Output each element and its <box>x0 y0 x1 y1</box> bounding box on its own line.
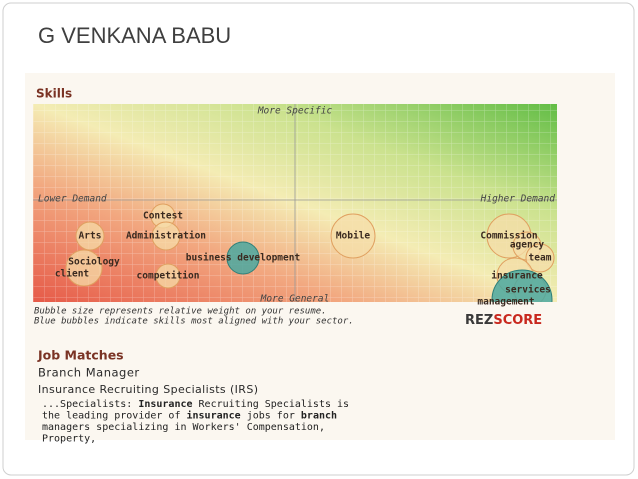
bubble <box>75 221 105 251</box>
bubble-label: team <box>529 253 552 264</box>
description-segment: Recruiting Specialists is <box>193 399 350 410</box>
description-segment: Property, <box>42 434 96 445</box>
description: ...Specialists: Insurance Recruiting Spe… <box>42 399 349 445</box>
bubble <box>155 263 181 289</box>
note: Bubble size represents relative weight o… <box>34 307 327 317</box>
bubble <box>330 213 376 259</box>
description-segment: ...Specialists: <box>42 399 138 410</box>
logo: REZSCORE <box>465 313 542 328</box>
bubble-label: client <box>55 269 89 280</box>
bubble-label: insurance <box>491 271 543 282</box>
skills-plot <box>33 104 557 302</box>
bubble-label: competition <box>137 271 200 282</box>
description-segment: insurance <box>187 410 241 422</box>
logo-part: SCORE <box>493 313 542 328</box>
bubble-label: agency <box>510 240 545 251</box>
axis-label: Lower Demand <box>38 194 107 205</box>
bubble <box>525 243 555 273</box>
bubble-label: business development <box>186 253 300 264</box>
description-line: Property, <box>42 434 96 445</box>
description-segment: Insurance <box>138 399 192 410</box>
description-segment: jobs for <box>241 411 301 422</box>
description-segment: managers specializing in Workers' Compen… <box>42 422 325 433</box>
skills-heading: Skills <box>36 87 72 101</box>
bubble-label: Contest <box>143 211 183 222</box>
job-matches-heading: Job Matches <box>37 348 124 363</box>
description-line: the leading provider of insurance jobs f… <box>42 410 337 422</box>
bubble <box>151 221 181 251</box>
description-segment: the leading provider of <box>42 411 187 422</box>
logo-part: REZ <box>465 313 493 328</box>
description-line: managers specializing in Workers' Compen… <box>42 422 325 433</box>
bubble-label: management <box>477 297 534 308</box>
bubble-label: Mobile <box>336 231 371 242</box>
bubble <box>65 249 103 287</box>
bubble-label: Sociology <box>68 257 120 268</box>
job-title: Branch Manager <box>38 366 140 380</box>
company: Insurance Recruiting Specialists (IRS) <box>38 383 258 396</box>
bubble-label: Administration <box>126 231 206 242</box>
note: Blue bubbles indicate skills most aligne… <box>34 317 354 327</box>
description-line: ...Specialists: Insurance Recruiting Spe… <box>42 399 349 410</box>
bubble-label: Arts <box>79 231 102 242</box>
axis-label: More Specific <box>257 106 333 117</box>
bubble-label: Commission <box>480 231 537 242</box>
axis-label: Higher Demand <box>480 194 556 205</box>
slide-title: G VENKANA BABU <box>38 23 231 48</box>
bubble <box>226 241 260 275</box>
description-segment: branch <box>301 411 337 422</box>
bubble-label: services <box>505 285 551 296</box>
bubble <box>491 269 553 302</box>
axis-label: More General <box>260 294 330 305</box>
